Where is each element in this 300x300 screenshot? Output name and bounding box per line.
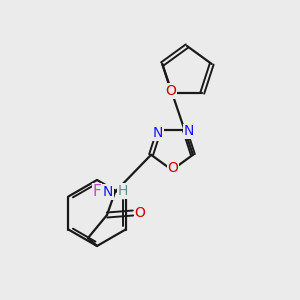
Text: N: N	[184, 124, 194, 138]
Text: O: O	[135, 206, 146, 220]
Text: O: O	[165, 84, 176, 98]
Text: H: H	[118, 184, 128, 198]
Text: N: N	[153, 126, 163, 140]
Text: F: F	[93, 184, 101, 199]
Text: O: O	[168, 161, 178, 175]
Text: N: N	[103, 185, 113, 199]
